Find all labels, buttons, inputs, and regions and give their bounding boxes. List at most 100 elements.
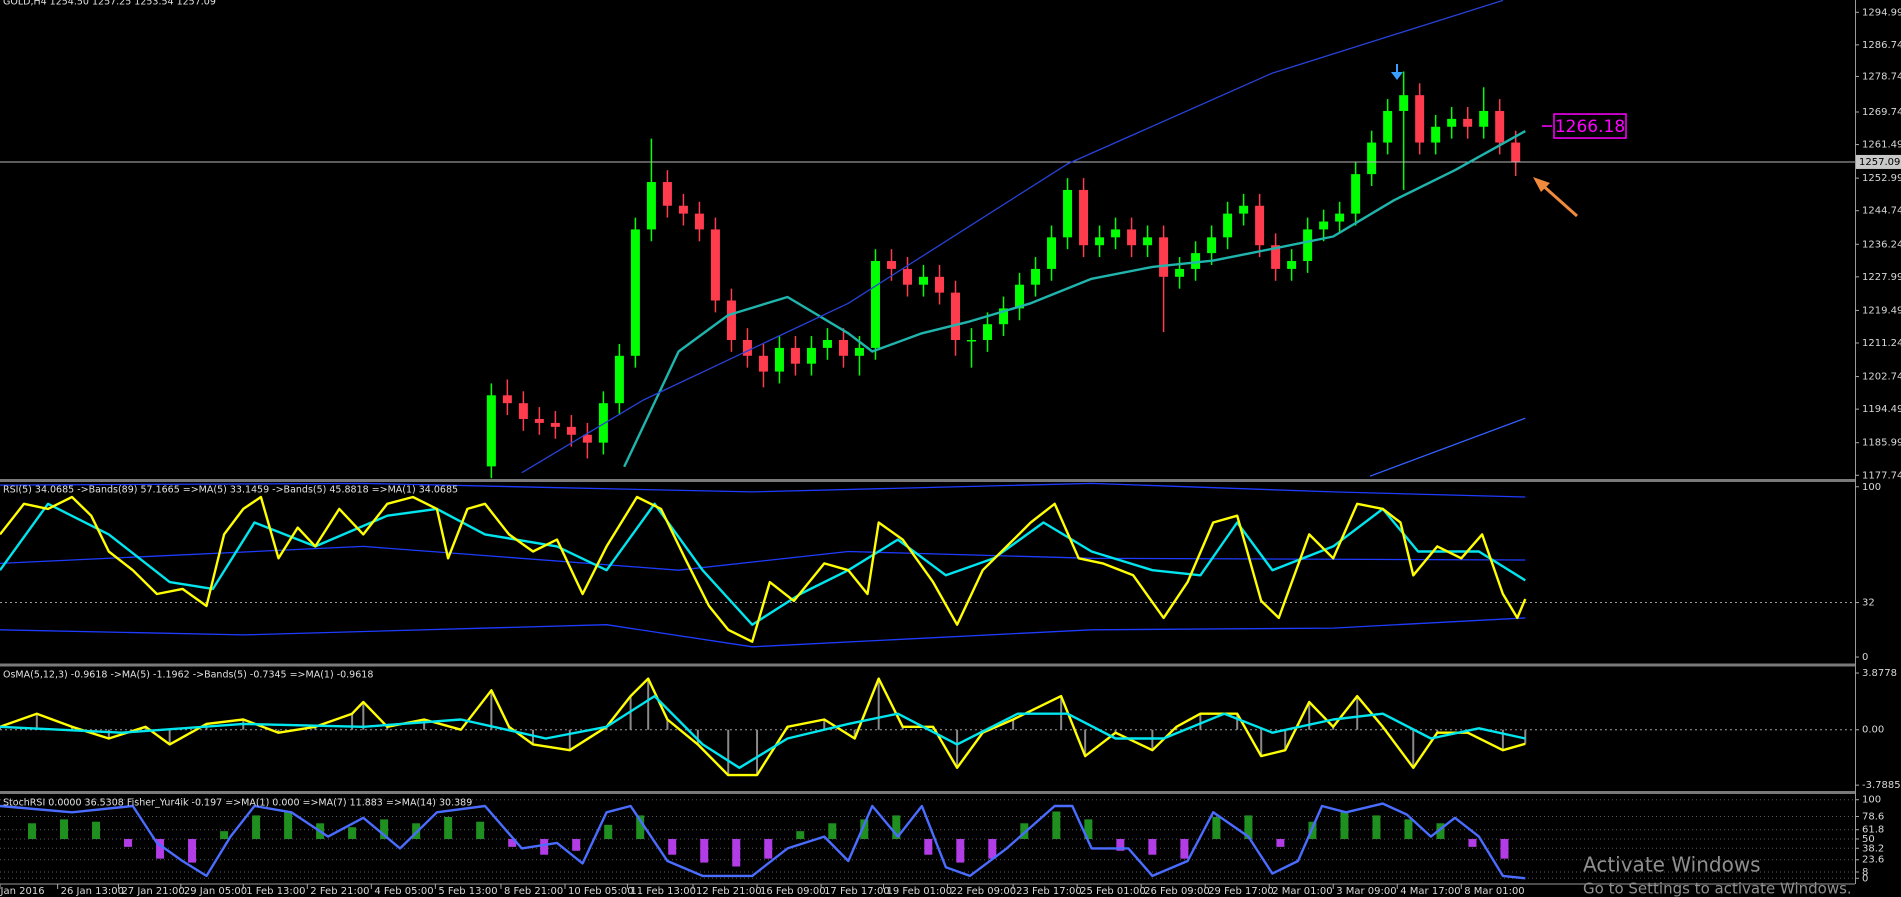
histogram-bar — [1180, 839, 1189, 859]
x-tick-label: 17 Feb 17:00 — [824, 886, 890, 897]
histogram-bar — [636, 815, 645, 839]
candle-body — [1463, 118, 1473, 127]
x-tick-label: 2 Feb 21:00 — [310, 886, 369, 897]
candle-body — [1415, 95, 1425, 143]
x-tick-label: 8 Mar 01:00 — [1464, 886, 1524, 897]
candle-body — [1079, 189, 1089, 246]
y-tick-label: 1286.74 — [1862, 40, 1901, 51]
orange-arrow — [1533, 177, 1578, 218]
histogram-bar — [1212, 817, 1221, 839]
band-line — [0, 545, 1526, 571]
histogram-bar — [1500, 839, 1509, 859]
candle-body — [566, 426, 576, 435]
candle-body — [1287, 261, 1297, 269]
y-tick-label: 61.8 — [1862, 825, 1884, 836]
histogram-bar — [764, 839, 773, 859]
current-price-box — [1856, 154, 1901, 169]
x-tick-label: 11 Feb 13:00 — [630, 886, 696, 897]
x-tick-label: 16 Feb 09:00 — [760, 886, 826, 897]
histogram-bar — [892, 815, 901, 839]
arrow-head — [1391, 72, 1403, 80]
candle-body — [1239, 205, 1249, 214]
candle-body — [710, 229, 720, 301]
band-line — [1369, 417, 1526, 477]
y-tick-label: 8 — [1862, 867, 1868, 878]
histogram-bar — [1468, 839, 1477, 847]
histogram-bar — [828, 823, 837, 839]
x-tick-label: 4 Feb 05:00 — [374, 886, 433, 897]
histogram-bar — [1244, 815, 1253, 839]
candle-body — [630, 229, 640, 356]
candle-body — [1271, 245, 1281, 269]
histogram-bar — [732, 839, 741, 867]
candle-body — [1223, 213, 1233, 238]
x-tick-label: 12 Feb 21:00 — [696, 886, 762, 897]
y-tick-label: 1236.24 — [1862, 239, 1901, 250]
candle-body — [1031, 268, 1041, 285]
histogram-bar — [1340, 811, 1349, 839]
histogram-bar — [124, 839, 133, 847]
candle-body — [822, 339, 832, 348]
candle-body — [790, 347, 800, 364]
down-arrow — [1391, 64, 1403, 80]
candle-body — [1399, 95, 1409, 111]
candle-body — [742, 339, 752, 356]
histogram-bar — [188, 839, 197, 863]
indicator-line — [623, 130, 1526, 468]
panel-title: GOLD,H4 1254.50 1257.25 1253.54 1257.09 — [3, 0, 216, 8]
histogram-bar — [92, 821, 101, 839]
histogram-bar — [668, 839, 677, 855]
candle-body — [1447, 118, 1457, 127]
candle-body — [1255, 205, 1265, 246]
histogram-bar — [444, 817, 453, 839]
candle-body — [774, 347, 784, 372]
histogram-bar — [1436, 823, 1445, 839]
x-tick-label: 10 Feb 05:00 — [568, 886, 634, 897]
candle-body — [1111, 229, 1121, 238]
histogram-bar — [252, 815, 261, 839]
y-tick-label: 1194.49 — [1862, 404, 1901, 415]
band-line — [521, 0, 1504, 474]
candle-body — [1207, 237, 1217, 254]
y-tick-label: 1202.74 — [1862, 372, 1901, 383]
histogram-bar — [1020, 823, 1029, 839]
histogram-bar — [796, 831, 805, 839]
candle-body — [598, 403, 608, 443]
candle-body — [1511, 142, 1521, 162]
histogram-bar — [540, 839, 549, 855]
candle-body — [550, 422, 560, 427]
panel-title: StochRSI 0.0000 36.5308 Fisher_Yur4ik -0… — [3, 798, 472, 809]
histogram-bar — [1148, 839, 1157, 855]
candle-body — [486, 395, 496, 467]
watermark-title: Activate Windows — [1583, 853, 1761, 877]
candle-body — [694, 213, 704, 230]
candle-body — [662, 182, 672, 206]
y-tick-label: 100 — [1862, 482, 1881, 493]
arrow-head — [1533, 177, 1550, 192]
candle-body — [758, 355, 768, 372]
candle-body — [614, 355, 624, 404]
candle-body — [582, 434, 592, 443]
y-tick-label: 1177.74 — [1862, 470, 1901, 481]
histogram-bar — [1372, 815, 1381, 839]
candle-body — [1159, 237, 1169, 277]
histogram-bar — [284, 811, 293, 839]
histogram-bar — [1116, 839, 1125, 851]
y-tick-label: 1294.99 — [1862, 7, 1901, 18]
histogram-bar — [508, 839, 517, 847]
candle-body — [1175, 268, 1185, 277]
candle-body — [870, 261, 880, 348]
histogram-bar — [1276, 839, 1285, 847]
x-tick-label: 8 Feb 21:00 — [504, 886, 563, 897]
histogram-bar — [956, 839, 965, 863]
annotation-label: 1266.18 — [1555, 117, 1625, 137]
histogram-bar — [380, 819, 389, 839]
histogram-bar — [700, 839, 709, 863]
y-tick-label: 0 — [1862, 873, 1868, 884]
band-line — [0, 617, 1526, 648]
x-tick-label: 22 Feb 09:00 — [951, 886, 1017, 897]
panel-title: RSI(5) 34.0685 ->Bands(89) 57.1665 =>MA(… — [3, 485, 458, 496]
candle-body — [678, 205, 688, 214]
